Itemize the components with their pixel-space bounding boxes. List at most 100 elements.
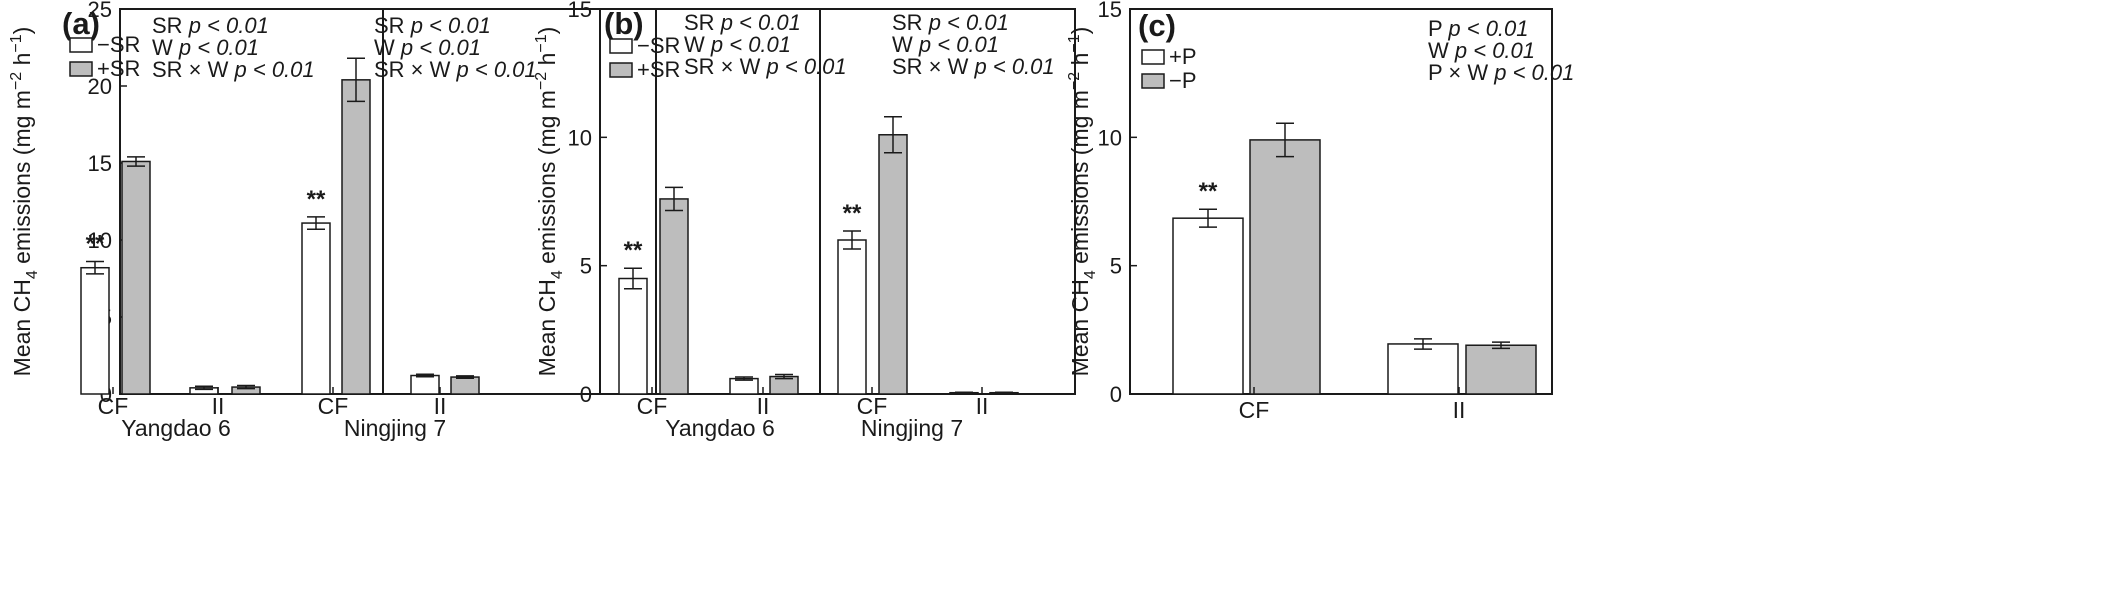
y-axis-title-part: −1 [533,34,550,52]
stat-line: P × W p < 0.01 [1428,60,1574,85]
significance-mark: ** [843,200,862,227]
bar [1465,344,1537,395]
y-tick-label: 0 [580,382,592,407]
y-axis-title-part: emissions (mg m [534,90,560,270]
bar [80,266,110,395]
y-axis-title-part: ) [534,27,560,35]
stat-p-value: p < 0.01 [234,57,315,82]
y-axis-title: Mean CH4 emissions (mg m−2 h−1) [1066,27,1099,377]
y-tick-label: 25 [88,0,112,22]
panel-letter: (b) [604,6,644,41]
bar [450,376,480,395]
stat-p-value: p < 0.01 [710,32,791,57]
x-tick-label: CF [318,393,349,419]
y-axis-title-part: 4 [24,270,41,279]
stat-term: W [892,32,919,57]
legend-label: +SR [637,57,680,82]
legend-label: −SR [637,33,680,58]
y-tick-label: 10 [1098,125,1122,150]
legend-label: −SR [97,32,140,57]
stat-line: W p < 0.01 [892,32,999,57]
stat-p-value: p < 0.01 [918,32,999,57]
legend-label: +SR [97,56,140,81]
stat-term: SR × W [892,54,975,79]
y-axis-title-part: 4 [549,270,566,279]
stat-p-value: p < 0.01 [1447,16,1528,41]
stat-p-value: p < 0.01 [1493,60,1574,85]
stat-term: W [374,35,401,60]
y-axis-title-part: h [534,53,560,72]
x-tick-label: II [434,393,447,419]
stat-line: SR p < 0.01 [892,10,1009,35]
significance-mark: ** [624,237,643,264]
stat-term: SR [374,13,411,38]
legend-swatch [69,61,93,77]
stat-line: W p < 0.01 [684,32,791,57]
stat-p-value: p < 0.01 [974,54,1055,79]
y-axis-title: Mean CH4 emissions (mg m−2 h−1) [533,27,566,377]
stat-term: SR [684,10,721,35]
stat-p-value: p < 0.01 [178,35,259,60]
stat-line: W p < 0.01 [152,35,259,60]
plot-frame [119,8,657,395]
stat-term: P × W [1428,60,1494,85]
group-label: Ningjing 7 [861,415,963,441]
bar [1249,139,1321,395]
stat-p-value: p < 0.01 [928,10,1009,35]
stat-term: W [1428,38,1455,63]
y-axis-title-part: Mean CH [9,279,35,376]
y-tick-label: 5 [1110,254,1122,279]
bar [618,277,648,395]
stat-line: SR × W p < 0.01 [152,57,315,82]
y-axis-title-part: Mean CH [1067,279,1093,376]
y-tick-label: 10 [568,125,592,150]
bar [878,134,908,395]
y-tick-label: 15 [88,151,112,176]
stat-line: SR × W p < 0.01 [892,54,1055,79]
significance-mark: ** [1199,178,1218,205]
y-axis-title-part: emissions (mg m [1067,90,1093,270]
significance-mark: ** [307,186,326,213]
group-label: Yangdao 6 [121,415,231,441]
x-tick-label: CF [857,393,888,419]
x-tick-label: CF [637,393,668,419]
stat-line: SR × W p < 0.01 [684,54,847,79]
plot-frame [1129,8,1553,395]
y-axis-title: Mean CH4 emissions (mg m−2 h−1) [8,27,41,377]
y-tick-label: 0 [1110,382,1122,407]
bar [729,377,759,395]
x-tick-label: II [212,393,225,419]
bar [837,239,867,395]
y-axis-title-part: h [1067,53,1093,72]
stat-line: W p < 0.01 [374,35,481,60]
x-tick-label: II [757,393,770,419]
stat-p-value: p < 0.01 [720,10,801,35]
x-tick-label: II [1453,397,1466,423]
stat-line: P p < 0.01 [1428,16,1529,41]
stat-p-value: p < 0.01 [1454,38,1535,63]
y-axis-title-part: −2 [1066,72,1083,90]
y-tick-label: 20 [88,74,112,99]
y-axis-title-part: −2 [8,72,25,90]
bar [1172,217,1244,395]
y-axis-title-part: −1 [1066,34,1083,52]
y-axis-title-part: Mean CH [534,279,560,376]
group-label: Yangdao 6 [665,415,775,441]
stat-term: SR [152,13,189,38]
stat-term: SR × W [152,57,235,82]
stat-p-value: p < 0.01 [766,54,847,79]
stat-term: SR [892,10,929,35]
y-axis-title-part: ) [1067,27,1093,35]
stat-term: W [152,35,179,60]
x-tick-label: CF [98,393,129,419]
legend-label: −P [1169,68,1197,93]
stat-line: SR p < 0.01 [684,10,801,35]
x-tick-label: CF [1239,397,1270,423]
bar [1387,343,1459,395]
y-tick-label: 15 [568,0,592,22]
bar [659,198,689,395]
stat-line: SR × W p < 0.01 [374,57,537,82]
legend-label: +P [1169,44,1197,69]
y-tick-label: 10 [88,228,112,253]
